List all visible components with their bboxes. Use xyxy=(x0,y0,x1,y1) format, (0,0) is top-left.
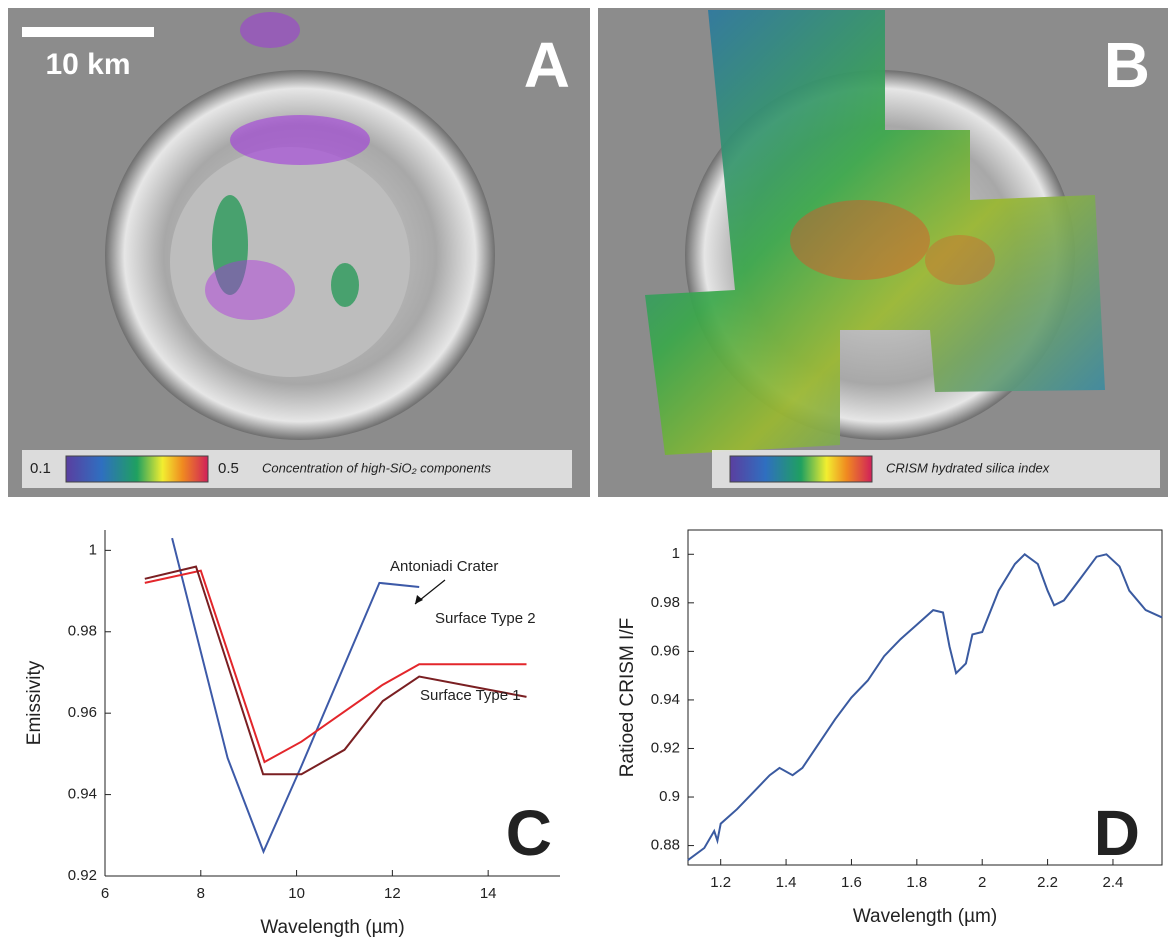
y-tick-label: 0.94 xyxy=(68,786,97,803)
y-tick-label: 0.92 xyxy=(651,739,680,756)
y-tick-label: 0.96 xyxy=(68,704,97,721)
image-a: 10 km A 0.1 0.5 Concentration of high-Si… xyxy=(8,8,590,497)
panel-label: D xyxy=(1094,797,1140,869)
y-tick-label: 0.94 xyxy=(651,691,680,708)
y-tick-label: 0.98 xyxy=(651,594,680,611)
x-tick-label: 2.4 xyxy=(1103,874,1124,891)
y-axis-label: Emissivity xyxy=(24,660,45,745)
panel-label: B xyxy=(1104,29,1150,101)
x-tick-label: 6 xyxy=(101,885,109,902)
scale-bar-label: 10 km xyxy=(45,48,130,81)
y-tick-label: 0.9 xyxy=(659,788,680,805)
x-axis-label: Wavelength (µm) xyxy=(853,906,997,927)
x-tick-label: 8 xyxy=(197,885,205,902)
colorbar-max: 0.5 xyxy=(218,460,239,477)
y-tick-label: 0.96 xyxy=(651,642,680,659)
y-tick-label: 0.92 xyxy=(68,867,97,884)
panel-label: C xyxy=(506,797,552,869)
image-b: B CRISM hydrated silica index xyxy=(598,8,1168,497)
x-tick-label: 1.6 xyxy=(841,874,862,891)
plot-frame xyxy=(687,529,1163,866)
y-tick-label: 0.98 xyxy=(68,623,97,640)
y-tick-label: 0.88 xyxy=(651,837,680,854)
panel-label: A xyxy=(524,29,570,101)
y-axis-label: Ratioed CRISM I/F xyxy=(617,618,638,777)
annotation: Surface Type 2 xyxy=(435,610,536,627)
annotation: Surface Type 1 xyxy=(420,687,521,704)
colorbar-label: Concentration of high-SiO₂ components xyxy=(262,460,491,475)
x-tick-label: 10 xyxy=(288,885,305,902)
arrow-head xyxy=(415,595,423,604)
x-tick-label: 12 xyxy=(384,885,401,902)
x-tick-label: 1.8 xyxy=(906,874,927,891)
data-line xyxy=(144,569,527,764)
data-line xyxy=(687,552,1163,861)
colorbar-label: CRISM hydrated silica index xyxy=(886,460,1050,475)
annotation: Antoniadi Crater xyxy=(390,558,498,575)
x-tick-label: 2.2 xyxy=(1037,874,1058,891)
y-tick-label: 1 xyxy=(672,545,680,562)
x-tick-label: 1.4 xyxy=(776,874,797,891)
x-tick-label: 1.2 xyxy=(710,874,731,891)
x-axis-label: Wavelength (µm) xyxy=(260,917,404,938)
y-tick-label: 1 xyxy=(89,541,97,558)
x-tick-label: 14 xyxy=(480,885,497,902)
x-tick-label: 2 xyxy=(978,874,986,891)
data-line xyxy=(171,537,420,855)
data-line xyxy=(144,565,527,776)
colorbar-min: 0.1 xyxy=(30,460,51,477)
